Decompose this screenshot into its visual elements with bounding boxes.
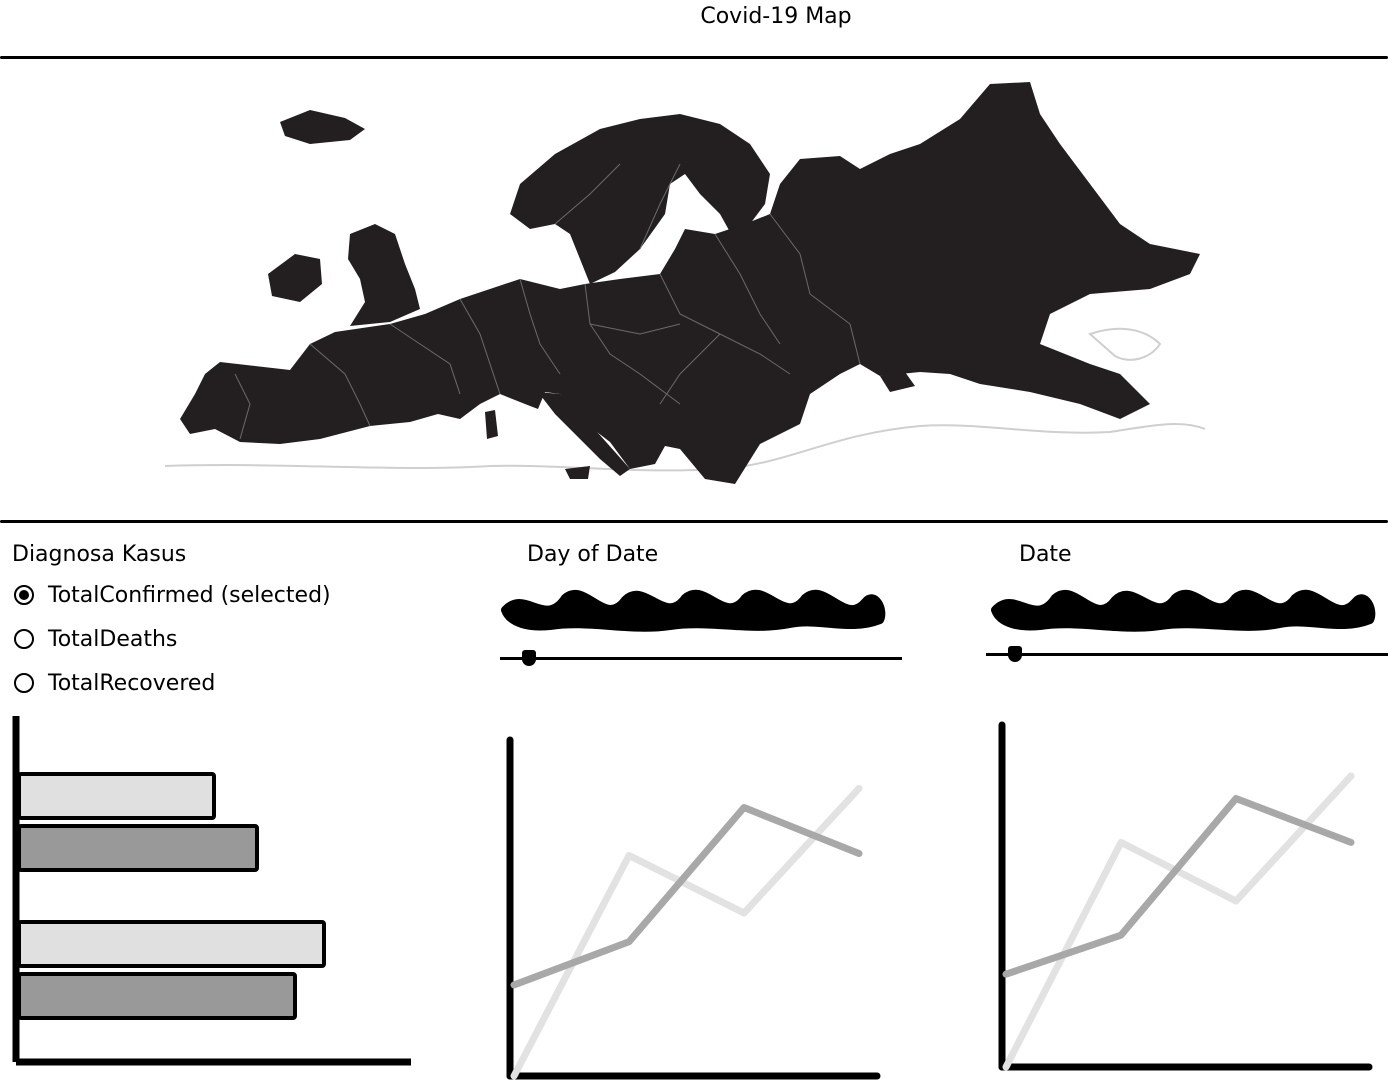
date-slider-handle[interactable] xyxy=(1008,646,1022,662)
scribble-text-placeholder xyxy=(991,589,1376,632)
day-of-date-slider-track[interactable] xyxy=(500,657,902,660)
bar-0-0[interactable] xyxy=(17,772,216,820)
europe-map[interactable] xyxy=(160,74,1220,494)
bottom-divider xyxy=(0,520,1388,523)
radio-total-confirmed[interactable]: TotalConfirmed (selected) xyxy=(14,580,331,610)
bar-1-0[interactable] xyxy=(17,920,326,968)
date-slider-track[interactable] xyxy=(986,653,1388,656)
europe-map-graphic xyxy=(164,82,1206,484)
radio-button[interactable] xyxy=(14,673,34,693)
scribble-text-placeholder xyxy=(501,589,886,632)
series-line-1 xyxy=(510,804,863,989)
line-chart-date xyxy=(998,721,1373,1071)
radio-total-recovered[interactable]: TotalRecovered xyxy=(14,668,215,698)
radio-button[interactable] xyxy=(14,629,34,649)
date-label: Date xyxy=(1019,542,1072,567)
page-title: Covid-19 Map xyxy=(700,4,852,29)
filter-heading: Diagnosa Kasus xyxy=(12,542,187,567)
bar-1-1[interactable] xyxy=(17,972,297,1020)
series-line-1 xyxy=(1002,794,1355,978)
bar-chart xyxy=(12,716,411,1066)
radio-button-selected[interactable] xyxy=(14,585,34,605)
bar-0-1[interactable] xyxy=(17,824,259,872)
day-of-date-label: Day of Date xyxy=(527,542,659,567)
radio-label: TotalDeaths xyxy=(48,626,178,652)
day-of-date-slider-handle[interactable] xyxy=(522,650,536,666)
radio-total-deaths[interactable]: TotalDeaths xyxy=(14,624,177,654)
line-chart-day-of-date xyxy=(506,736,881,1080)
top-divider xyxy=(0,56,1388,59)
radio-label: TotalRecovered xyxy=(48,670,216,696)
radio-label: TotalConfirmed (selected) xyxy=(48,582,331,608)
